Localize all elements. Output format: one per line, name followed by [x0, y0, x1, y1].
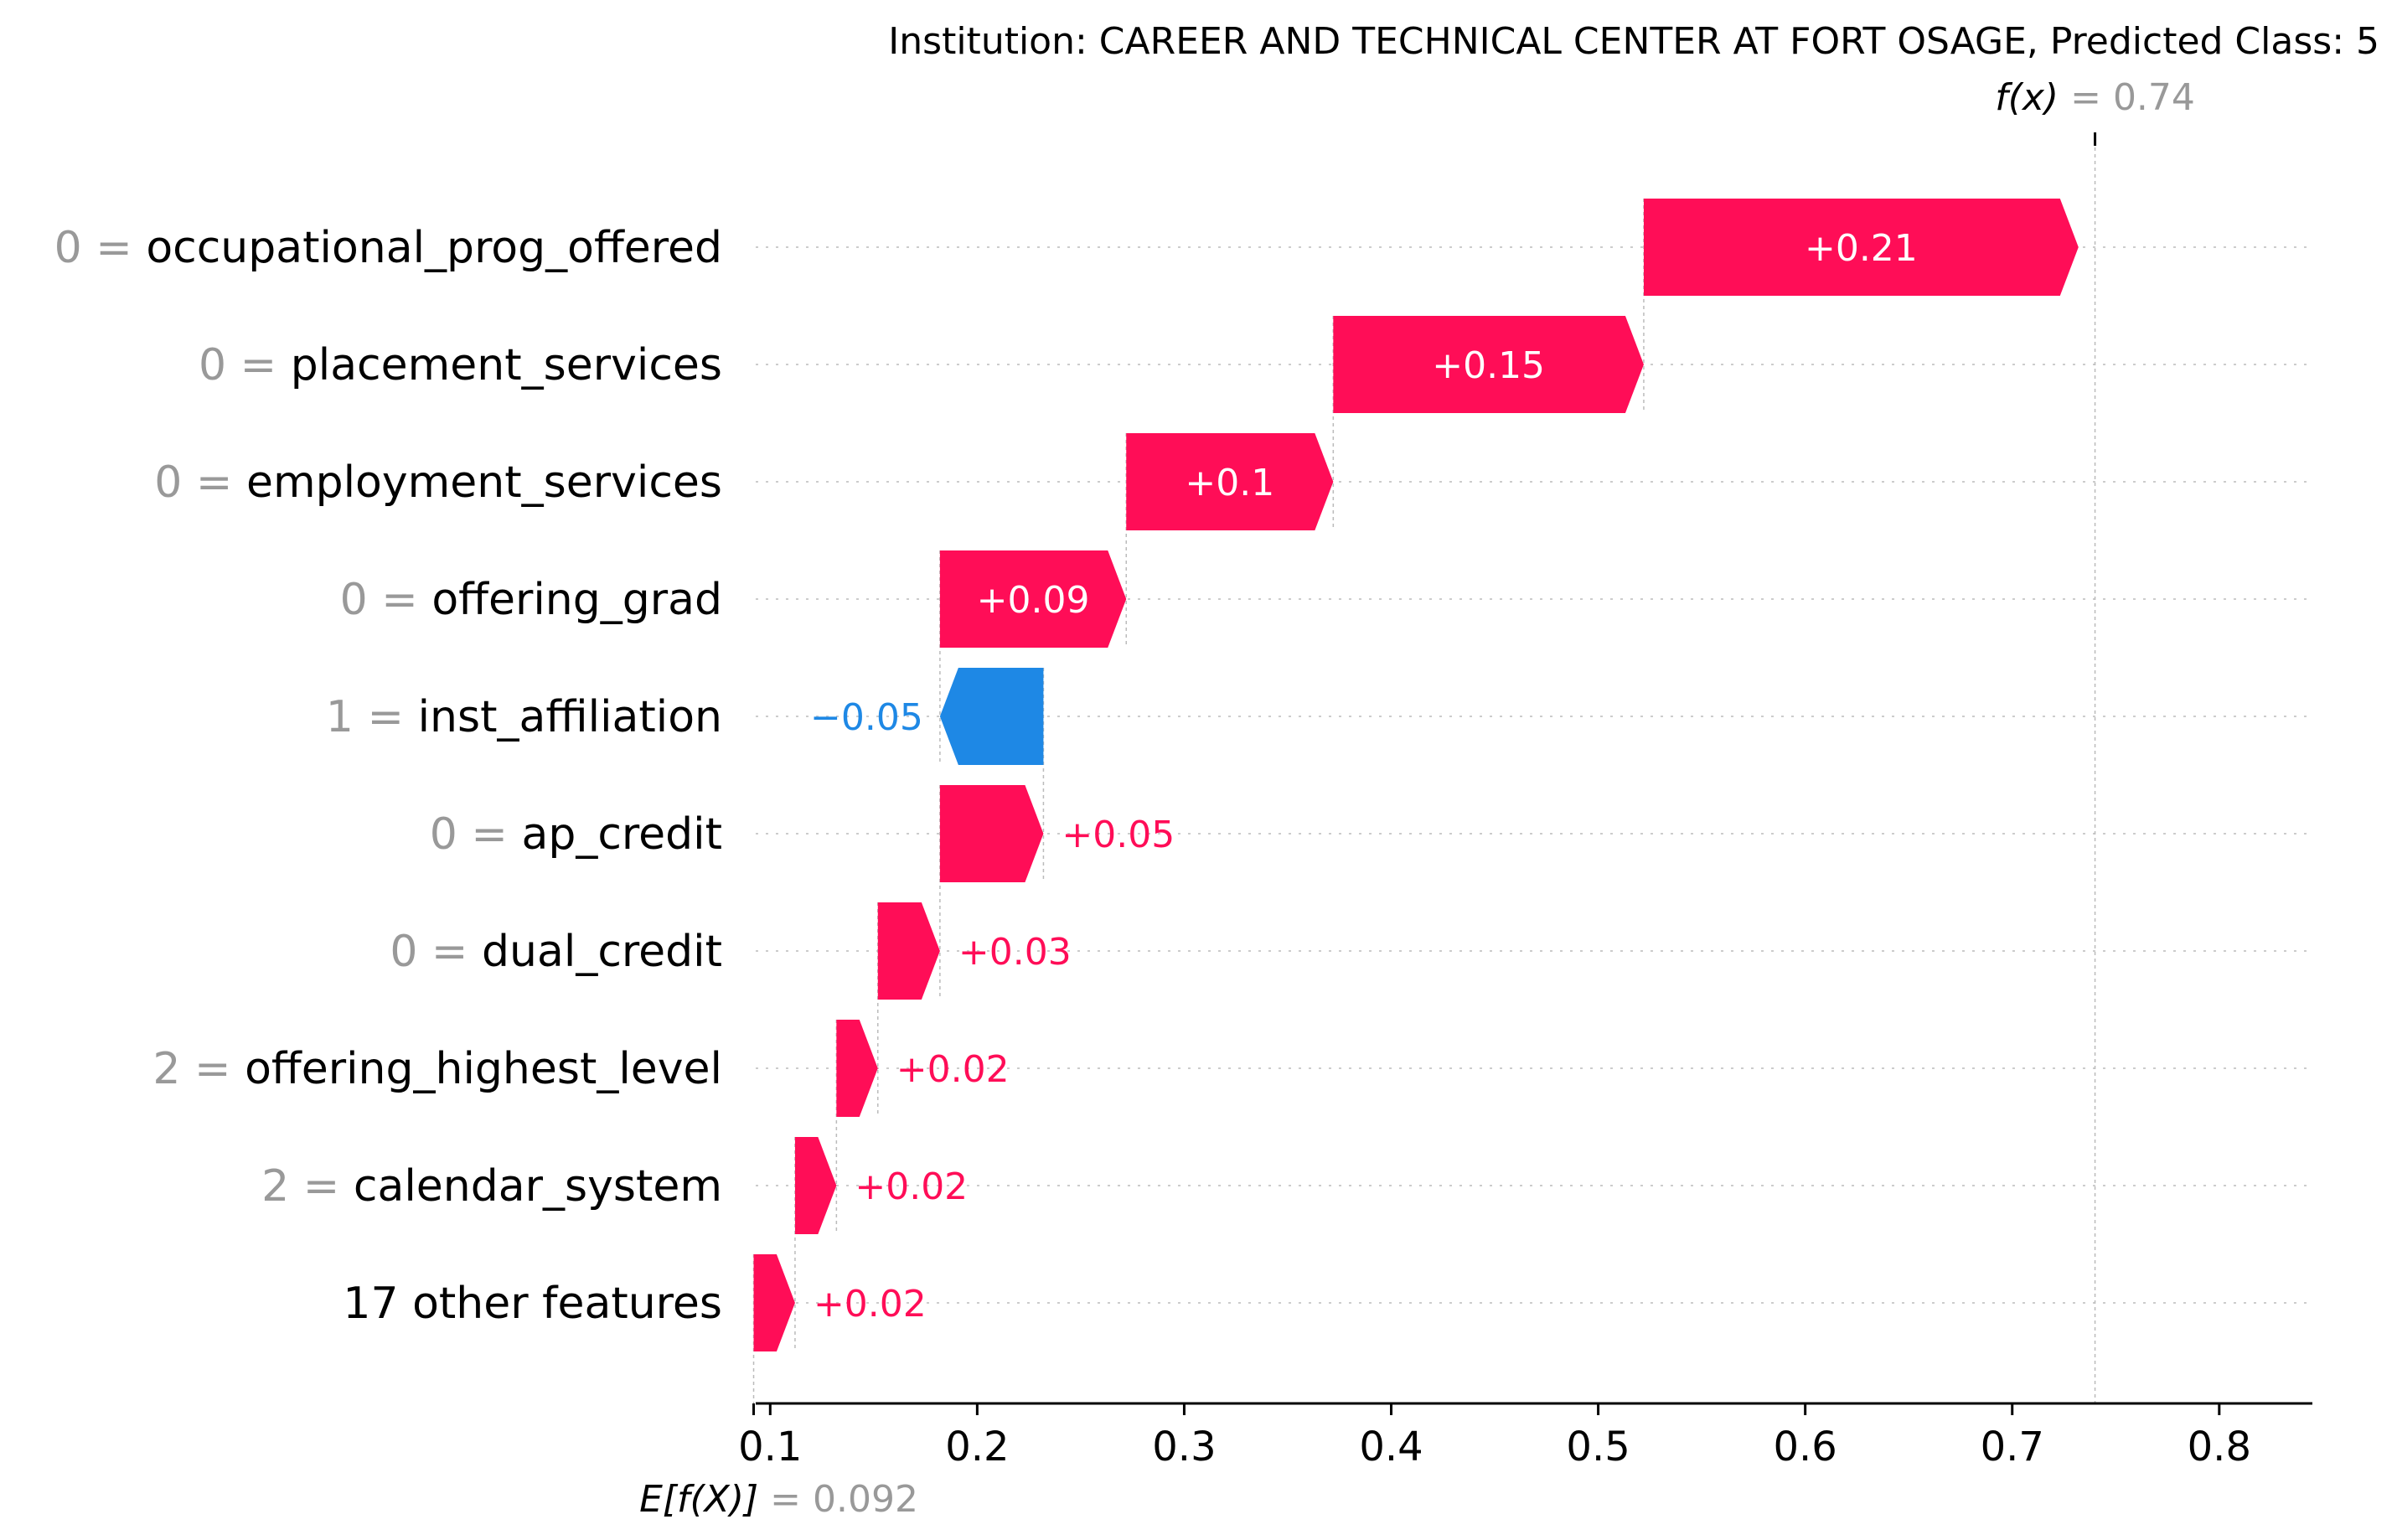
feature-value: 2 [152, 1044, 180, 1094]
waterfall-bar [836, 1020, 878, 1117]
feature-label: 17 other features [343, 1279, 722, 1329]
waterfall-bar [1333, 316, 1644, 413]
feature-value: 0 [390, 927, 417, 977]
feature-name: 17 other features [343, 1279, 722, 1329]
waterfall-bar [939, 550, 1127, 648]
output-value-number: 0.74 [2113, 76, 2195, 119]
waterfall-bar [753, 1254, 795, 1351]
feature-name: calendar_system [354, 1161, 722, 1212]
feature-label: 1 = inst_affiliation [326, 692, 722, 742]
feature-label: 0 = ap_credit [430, 809, 722, 860]
feature-name: occupational_prog_offered [146, 223, 722, 273]
base-value-equals: = [758, 1478, 813, 1521]
bar-value-label: +0.15 [1432, 344, 1545, 387]
value-annotations: f(x) = 0.74 E[f(X)] = 0.092 [639, 76, 2195, 1521]
x-tick-label: 0.2 [945, 1424, 1009, 1470]
bar-value-label: +0.03 [958, 931, 1072, 974]
feature-label: 0 = placement_services [199, 340, 722, 390]
bar-value-label: +0.1 [1185, 462, 1274, 504]
base-value-name: E[f(X)] [639, 1478, 758, 1521]
feature-name: employment_services [246, 457, 722, 508]
equals-sign: = [354, 692, 418, 742]
x-tick-label: 0.3 [1152, 1424, 1216, 1470]
feature-label: 0 = offering_grad [340, 575, 722, 625]
chart-title: Institution: CAREER AND TECHNICAL CENTER… [888, 20, 2379, 63]
x-tick-label: 0.6 [1773, 1424, 1836, 1470]
waterfall-bar [794, 1137, 837, 1234]
output-value-equals: = [2059, 76, 2113, 119]
bar-value-label: +0.02 [896, 1048, 1010, 1091]
equals-sign: = [368, 575, 432, 625]
equals-sign: = [82, 223, 147, 273]
feature-value: 1 [326, 692, 354, 742]
feature-label: 0 = employment_services [154, 457, 722, 508]
equals-sign: = [457, 809, 522, 860]
x-tick-label: 0.8 [2188, 1424, 2251, 1470]
feature-label: 2 = calendar_system [261, 1161, 722, 1212]
bar-value-label: +0.09 [977, 579, 1090, 622]
feature-name: placement_services [291, 340, 722, 390]
x-tick-label: 0.5 [1566, 1424, 1630, 1470]
feature-value: 0 [199, 340, 226, 390]
waterfall-bar [939, 785, 1044, 882]
bar-value-label: +0.02 [814, 1283, 927, 1326]
waterfall-bar [939, 668, 1044, 765]
bar-value-label: +0.05 [1062, 814, 1175, 856]
base-value-number: 0.092 [813, 1478, 918, 1521]
feature-name: inst_affiliation [418, 692, 722, 742]
feature-label: 2 = offering_highest_level [152, 1044, 722, 1094]
feature-value: 0 [154, 457, 182, 508]
feature-name: offering_grad [431, 575, 722, 625]
equals-sign: = [289, 1161, 354, 1212]
bar-value-label: +0.02 [855, 1165, 968, 1208]
x-tick-label: 0.7 [1981, 1424, 2044, 1470]
equals-sign: = [226, 340, 291, 390]
x-tick-label: 0.4 [1359, 1424, 1423, 1470]
feature-name: dual_credit [482, 927, 722, 977]
base-value-annotation: E[f(X)] = 0.092 [639, 1478, 918, 1521]
feature-value: 2 [261, 1161, 289, 1212]
bars: +0.21 +0.15 +0.1 +0.09 −0.05 +0.05 +0.03 +0.02 +… [753, 199, 2079, 1351]
equals-sign: = [417, 927, 482, 977]
equals-sign: = [180, 1044, 245, 1094]
feature-label: 0 = occupational_prog_offered [54, 223, 722, 273]
waterfall-bar [1643, 199, 2079, 296]
feature-name: ap_credit [521, 809, 722, 860]
waterfall-bar [877, 902, 940, 1000]
output-value-name: f(x) [1995, 76, 2059, 119]
equals-sign: = [182, 457, 246, 508]
output-value-annotation: f(x) = 0.74 [1995, 76, 2195, 119]
waterfall-bar [1126, 433, 1334, 530]
x-axis: 0.1 0.2 0.3 0.4 0.5 0.6 0.7 0.8 [738, 132, 2312, 1470]
x-tick-label: 0.1 [738, 1424, 802, 1470]
feature-value: 0 [340, 575, 368, 625]
feature-label: 0 = dual_credit [390, 927, 722, 977]
bar-value-label: +0.21 [1805, 227, 1918, 270]
feature-name: offering_highest_level [245, 1044, 722, 1094]
bar-value-label: −0.05 [810, 696, 923, 739]
feature-value: 0 [54, 223, 82, 273]
feature-value: 0 [430, 809, 457, 860]
